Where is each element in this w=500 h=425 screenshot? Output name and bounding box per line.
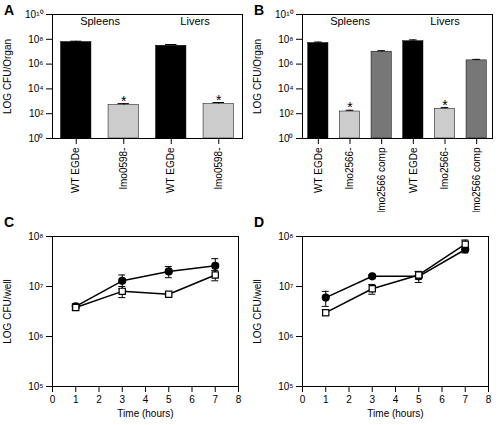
svg-text:5: 5 — [166, 394, 172, 405]
svg-text:lmo2566 comp: lmo2566 comp — [376, 147, 387, 212]
svg-text:*: * — [347, 99, 353, 115]
svg-text:8: 8 — [236, 394, 242, 405]
svg-text:Spleens: Spleens — [80, 15, 120, 27]
svg-text:6: 6 — [189, 394, 195, 405]
svg-text:*: * — [216, 92, 222, 108]
svg-text:Livers: Livers — [180, 15, 210, 27]
svg-text:Time (hours): Time (hours) — [367, 408, 423, 419]
svg-text:7: 7 — [462, 394, 468, 405]
svg-text:10⁶: 10⁶ — [28, 331, 43, 342]
html-text:D: D — [254, 214, 265, 230]
svg-text:LOG CFU/Organ: LOG CFU/Organ — [2, 39, 13, 114]
html-text:A: A — [4, 2, 15, 18]
svg-text:10⁶: 10⁶ — [28, 58, 43, 69]
svg-text:10⁸: 10⁸ — [278, 34, 293, 45]
svg-text:10⁴: 10⁴ — [278, 83, 293, 94]
svg-text:*: * — [121, 93, 127, 109]
svg-text:4: 4 — [143, 394, 149, 405]
svg-text:1: 1 — [73, 394, 79, 405]
svg-text:10⁸: 10⁸ — [28, 231, 43, 242]
svg-text:WT EGDe: WT EGDe — [313, 147, 324, 193]
svg-text:10⁷: 10⁷ — [279, 281, 294, 292]
svg-text:10⁰: 10⁰ — [278, 133, 293, 144]
svg-text:Livers: Livers — [430, 15, 460, 27]
svg-text:lmo2566-: lmo2566- — [344, 148, 355, 190]
html-text:C: C — [4, 214, 15, 230]
svg-text:0: 0 — [50, 394, 56, 405]
svg-text:3: 3 — [119, 394, 125, 405]
svg-text:4: 4 — [393, 394, 399, 405]
svg-text:10⁵: 10⁵ — [278, 381, 293, 392]
svg-text:7: 7 — [212, 394, 218, 405]
svg-text:0: 0 — [300, 394, 306, 405]
svg-text:LOG CFU/Organ: LOG CFU/Organ — [252, 39, 263, 114]
svg-text:LOG CFU/well: LOG CFU/well — [2, 279, 13, 343]
svg-text:LOG CFU/well: LOG CFU/well — [252, 279, 263, 343]
svg-text:10¹⁰: 10¹⁰ — [25, 9, 43, 20]
svg-text:2: 2 — [346, 394, 352, 405]
svg-text:3: 3 — [369, 394, 375, 405]
svg-text:1: 1 — [323, 394, 329, 405]
svg-text:lmo0598-: lmo0598- — [213, 148, 224, 190]
svg-text:10⁸: 10⁸ — [278, 231, 293, 242]
svg-text:lmo2566-: lmo2566- — [439, 148, 450, 190]
svg-text:10²: 10² — [279, 108, 294, 119]
svg-text:Spleens: Spleens — [330, 15, 370, 27]
svg-text:2: 2 — [96, 394, 102, 405]
svg-text:8: 8 — [486, 394, 492, 405]
svg-text:WT EGDe: WT EGDe — [165, 147, 176, 193]
svg-text:5: 5 — [416, 394, 422, 405]
svg-text:6: 6 — [439, 394, 445, 405]
svg-text:10²: 10² — [29, 108, 44, 119]
html-text:B: B — [254, 2, 265, 18]
svg-text:Time (hours): Time (hours) — [117, 408, 173, 419]
svg-text:WT EGDe: WT EGDe — [408, 147, 419, 193]
svg-text:10⁶: 10⁶ — [278, 331, 293, 342]
svg-text:10⁸: 10⁸ — [28, 34, 43, 45]
svg-text:10⁶: 10⁶ — [278, 58, 293, 69]
svg-text:lmo2566 comp: lmo2566 comp — [471, 147, 482, 212]
svg-text:10¹⁰: 10¹⁰ — [275, 9, 293, 20]
svg-text:10⁰: 10⁰ — [28, 133, 43, 144]
svg-text:*: * — [442, 97, 448, 113]
svg-text:10⁵: 10⁵ — [28, 381, 43, 392]
svg-text:10⁴: 10⁴ — [28, 83, 43, 94]
svg-text:10⁷: 10⁷ — [29, 281, 44, 292]
svg-text:WT EGDe: WT EGDe — [70, 147, 81, 193]
svg-text:lmo0598-: lmo0598- — [118, 148, 129, 190]
